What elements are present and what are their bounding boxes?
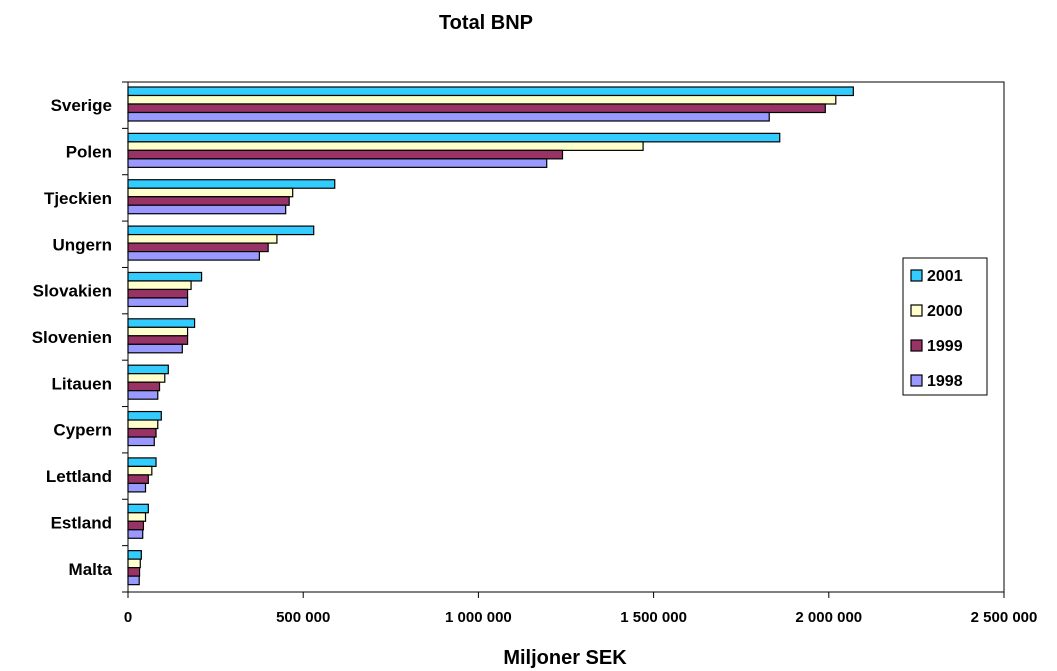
legend-label-1999: 1999	[927, 338, 963, 355]
value-tick-label: 500 000	[276, 609, 330, 626]
bar-litauen-1998	[127, 390, 159, 400]
legend-swatch-2001	[910, 269, 923, 282]
value-axis: 0 500 000 1 000 000 1 500 000 2 000 000 2 500…	[124, 591, 1038, 626]
bar-estland-1999	[127, 520, 145, 531]
bar-slovakien-2001	[127, 271, 203, 282]
value-tick-label: 1 500 000	[620, 609, 687, 626]
bar-litauen-2001	[127, 364, 169, 375]
category-axis: Sverige Polen Tjeckien Ungern Slovakien Slove…	[32, 81, 129, 593]
category-label-tjeckien: Tjeckien	[44, 189, 112, 208]
bar-cypern-1999	[127, 427, 157, 438]
bar-ungern-2001	[127, 225, 315, 236]
legend-label-1998: 1998	[927, 373, 963, 390]
bar-tjeckien-1998	[127, 204, 287, 215]
bar-lettland-2001	[127, 457, 157, 468]
legend-swatch-1998	[910, 374, 923, 387]
bar-slovenien-2001	[127, 318, 196, 328]
value-tick-label: 2 000 000	[795, 609, 862, 626]
bar-slovenien-1998	[127, 343, 183, 354]
bar-malta-1998	[127, 575, 140, 586]
legend: 2001 2000 1999 1998	[902, 257, 988, 396]
legend-label-2001: 2001	[927, 268, 963, 285]
category-label-sverige: Sverige	[51, 96, 112, 115]
category-label-estland: Estland	[51, 513, 112, 532]
bar-tjeckien-2001	[127, 179, 336, 189]
bar-malta-1999	[127, 567, 141, 577]
bar-malta-2000	[127, 558, 141, 569]
bar-slovakien-1999	[127, 288, 189, 299]
x-axis-title: Miljoner SEK	[503, 647, 627, 669]
bar-ungern-2000	[127, 233, 278, 244]
category-label-ungern: Ungern	[53, 235, 113, 254]
bar-tjeckien-1999	[127, 196, 290, 206]
bar-polen-1998	[127, 158, 548, 168]
bar-slovakien-2000	[127, 280, 192, 291]
value-tick-label: 1 000 000	[445, 609, 512, 626]
bar-cypern-2001	[127, 410, 162, 421]
legend-swatch-1999	[910, 339, 923, 352]
bar-ungern-1999	[127, 242, 269, 253]
bar-litauen-2000	[127, 373, 166, 383]
bar-cypern-1998	[127, 436, 155, 447]
bar-ungern-1998	[127, 250, 260, 261]
category-label-slovenien: Slovenien	[32, 328, 112, 347]
bar-sverige-2000	[127, 94, 837, 105]
category-label-litauen: Litauen	[52, 374, 112, 393]
chart-title: Total BNP	[439, 12, 533, 34]
category-label-malta: Malta	[69, 560, 113, 579]
bar-cypern-2000	[127, 419, 159, 430]
bar-slovenien-2000	[127, 326, 189, 337]
bar-slovenien-1999	[127, 335, 189, 345]
bar-lettland-2000	[127, 465, 153, 476]
legend-swatch-2000	[910, 304, 923, 317]
value-tick-label: 2 500 000	[971, 609, 1038, 626]
bar-polen-2000	[127, 141, 644, 151]
category-label-cypern: Cypern	[53, 421, 112, 440]
bar-polen-2001	[127, 132, 781, 143]
value-tick-label: 0	[124, 609, 132, 626]
bar-lettland-1998	[127, 482, 147, 493]
bar-sverige-1999	[127, 103, 826, 114]
bar-lettland-1999	[127, 474, 149, 485]
bar-sverige-1998	[127, 111, 770, 122]
bar-polen-1999	[127, 149, 564, 160]
bar-series-group	[127, 86, 854, 586]
bar-litauen-1999	[127, 381, 161, 392]
bar-estland-2001	[127, 503, 149, 514]
category-label-lettland: Lettland	[46, 467, 112, 486]
bar-slovakien-1998	[127, 297, 189, 308]
category-label-polen: Polen	[66, 143, 112, 162]
bar-estland-1998	[127, 529, 144, 539]
bar-tjeckien-2000	[127, 187, 294, 198]
bar-sverige-2001	[127, 86, 854, 97]
bar-malta-2001	[127, 550, 142, 560]
bar-estland-2000	[127, 512, 147, 522]
legend-label-2000: 2000	[927, 303, 963, 320]
category-label-slovakien: Slovakien	[33, 282, 112, 301]
